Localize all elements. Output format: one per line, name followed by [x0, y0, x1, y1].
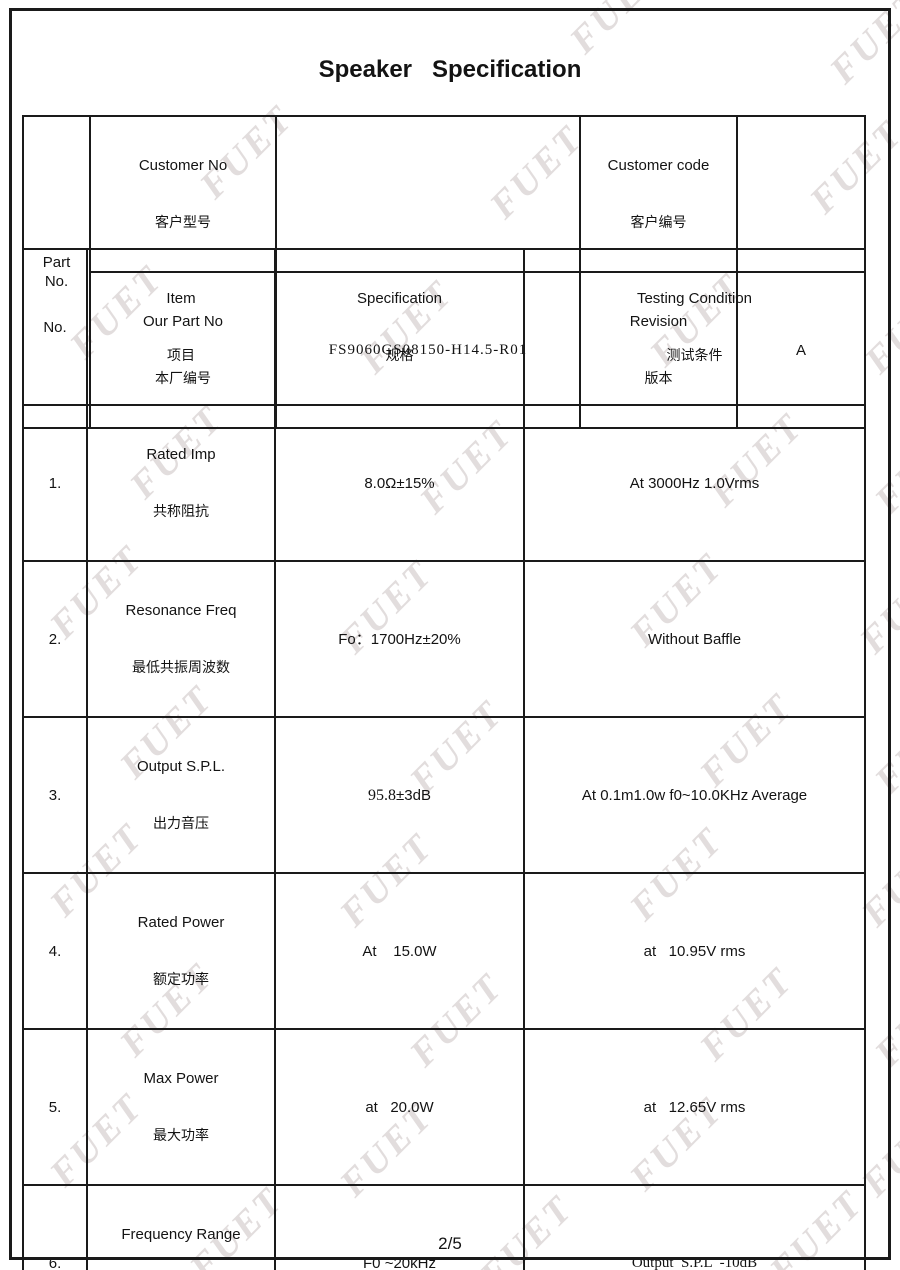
watermark-text: FUET — [561, 0, 672, 62]
row2-no-cell: 2. — [22, 560, 88, 718]
table-row: 3. Output S.P.L. 出力音压 95.8±3dB At 0.1m1.… — [22, 716, 866, 874]
table-row: 1. Rated Imp 共称阻抗 8.0Ω±15% At 3000Hz 1.0… — [22, 404, 866, 562]
row3-spec-unit: ±3dB — [396, 786, 431, 804]
customer-code-label-zh: 客户编号 — [630, 214, 687, 230]
row4-spec-cell: At 15.0W — [274, 872, 525, 1030]
row6-spec-cell: F0 ~20kHz — [274, 1184, 525, 1270]
table-row: 2. Resonance Freq 最低共振周波数 Fo：1700Hz±20% … — [22, 560, 866, 718]
customer-no-label-en: Customer No — [138, 157, 228, 174]
row5-spec-cell: at 20.0W — [274, 1028, 525, 1186]
customer-no-label-cell: Customer No 客户型号 — [89, 115, 277, 273]
row3-spec-cell: 95.8±3dB — [274, 716, 525, 874]
header-item-zh: 项目 — [167, 347, 195, 363]
header-item-en: Item — [166, 290, 196, 307]
watermark-text: FUET — [866, 692, 900, 802]
table-row: 5. Max Power 最大功率 at 20.0W at 12.65V rms — [22, 1028, 866, 1186]
row3-test-cell: At 0.1m1.0w f0~10.0KHz Average — [523, 716, 866, 874]
page-title: Speaker Specification — [318, 56, 582, 83]
row3-no-cell: 3. — [22, 716, 88, 874]
header-spec-cell: Specification 规格 — [274, 248, 525, 406]
row1-spec-cell: 8.0Ω±15% — [274, 404, 525, 562]
row2-item-zh: 最低共振周波数 — [132, 659, 230, 675]
header-test-zh: 测试条件 — [666, 347, 723, 363]
customer-no-value-cell — [275, 115, 581, 273]
row4-no-cell: 4. — [22, 872, 88, 1030]
customer-code-label-cell: Customer code 客户编号 — [579, 115, 738, 273]
row1-test-cell: At 3000Hz 1.0Vrms — [523, 404, 866, 562]
row2-test-cell: Without Baffle — [523, 560, 866, 718]
header-spec-zh: 规格 — [385, 347, 414, 363]
row6-item-en: Frequency Range — [121, 1226, 241, 1243]
row2-item-en: Resonance Freq — [125, 602, 237, 619]
row3-item-zh: 出力音压 — [153, 815, 209, 831]
spec-table: No. Item 项目 Specification 规格 Testing Con… — [22, 248, 866, 1270]
page-number: 2/5 — [438, 1234, 462, 1253]
row4-item-en: Rated Power — [137, 914, 225, 931]
row1-item-zh: 共称阻抗 — [153, 503, 209, 519]
row5-no-cell: 5. — [22, 1028, 88, 1186]
watermark-text: FUET — [866, 965, 900, 1075]
row2-item-cell: Resonance Freq 最低共振周波数 — [86, 560, 276, 718]
row4-item-cell: Rated Power 额定功率 — [86, 872, 276, 1030]
spec-header-row: No. Item 项目 Specification 规格 Testing Con… — [22, 248, 866, 406]
row4-test-cell: at 10.95V rms — [523, 872, 866, 1030]
row1-item-en: Rated Imp — [146, 446, 216, 463]
row3-item-en: Output S.P.L. — [136, 758, 226, 775]
row6-test-cell: Output S.P.L -10dB — [523, 1184, 866, 1270]
row5-item-zh: 最大功率 — [153, 1127, 209, 1143]
header-test-cell: Testing Condition 测试条件 — [523, 248, 866, 406]
header-item-cell: Item 项目 — [86, 248, 276, 406]
customer-no-label-zh: 客户型号 — [155, 214, 211, 230]
row3-item-cell: Output S.P.L. 出力音压 — [86, 716, 276, 874]
watermark-text: FUET — [866, 412, 900, 522]
table-row: 6. Frequency Range 实效频宽 F0 ~20kHz Output… — [22, 1184, 866, 1270]
header-no-cell: No. — [22, 248, 88, 406]
header-test-en: Testing Condition — [636, 290, 753, 307]
row6-no-cell: 6. — [22, 1184, 88, 1270]
customer-code-label-en: Customer code — [607, 157, 710, 174]
customer-code-value-cell — [736, 115, 866, 273]
row5-item-cell: Max Power 最大功率 — [86, 1028, 276, 1186]
row3-spec-number: 95.8 — [368, 786, 397, 804]
row2-spec-cell: Fo：1700Hz±20% — [274, 560, 525, 718]
row6-item-cell: Frequency Range 实效频宽 — [86, 1184, 276, 1270]
row1-no-cell: 1. — [22, 404, 88, 562]
row4-item-zh: 额定功率 — [153, 971, 209, 987]
header-spec-en: Specification — [356, 290, 443, 307]
row5-item-en: Max Power — [143, 1070, 219, 1087]
row1-item-cell: Rated Imp 共称阻抗 — [86, 404, 276, 562]
table-row: 4. Rated Power 额定功率 At 15.0W at 10.95V r… — [22, 872, 866, 1030]
row5-test-cell: at 12.65V rms — [523, 1028, 866, 1186]
